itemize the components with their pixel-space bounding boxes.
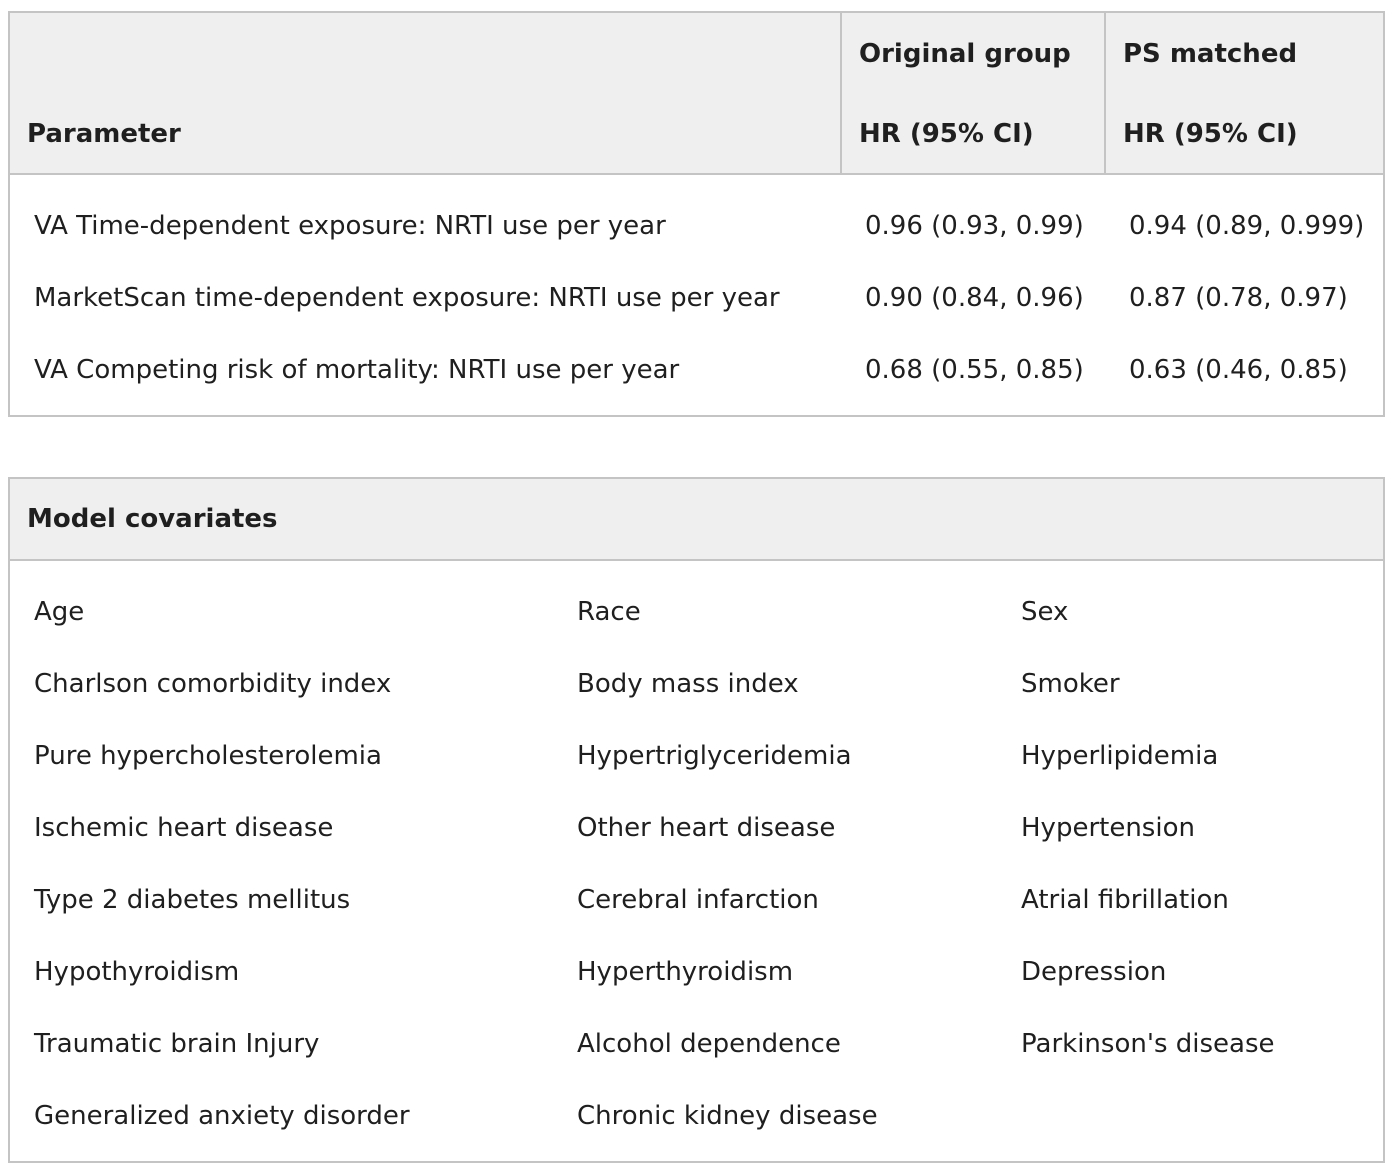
covariate-cell: Cerebral infarction: [577, 885, 819, 915]
table-row: Hypothyroidism Hyperthyroidism Depressio…: [10, 936, 1383, 1008]
table-row: Charlson comorbidity index Body mass ind…: [10, 648, 1383, 720]
covariate-cell: Parkinson's disease: [1021, 1029, 1275, 1059]
covariate-cell: Hyperlipidemia: [1021, 741, 1219, 771]
header-ps-matched: PS matched HR (95% CI): [1104, 13, 1383, 173]
table-row: Traumatic brain Injury Alcohol dependenc…: [10, 1008, 1383, 1080]
covariate-cell: Traumatic brain Injury: [34, 1029, 320, 1059]
covariate-cell: Charlson comorbidity index: [34, 669, 392, 699]
row-original-hr: 0.68 (0.55, 0.85): [865, 355, 1084, 385]
covariate-cell: Ischemic heart disease: [34, 813, 334, 843]
covariate-cell: Depression: [1021, 957, 1167, 987]
covariates-header-label: Model covariates: [27, 504, 278, 534]
covariate-cell: Body mass index: [577, 669, 799, 699]
hr-table-header: Parameter Original group HR (95% CI) PS …: [10, 13, 1383, 175]
row-ps-matched-hr: 0.94 (0.89, 0.999): [1129, 211, 1365, 241]
covariate-cell: Hypothyroidism: [34, 957, 240, 987]
header-parameter-label: Parameter: [27, 119, 181, 149]
covariate-cell: Pure hypercholesterolemia: [34, 741, 382, 771]
table-row: VA Time-dependent exposure: NRTI use per…: [10, 190, 1383, 262]
row-ps-matched-hr: 0.63 (0.46, 0.85): [1129, 355, 1348, 385]
covariate-cell: Hyperthyroidism: [577, 957, 794, 987]
table-row: Age Race Sex: [10, 576, 1383, 648]
covariate-cell: Atrial fibrillation: [1021, 885, 1229, 915]
covariate-cell: Sex: [1021, 597, 1069, 627]
row-parameter: VA Time-dependent exposure: NRTI use per…: [34, 211, 666, 241]
covariate-cell: Smoker: [1021, 669, 1120, 699]
covariate-cell: Race: [577, 597, 641, 627]
covariates-table-header: Model covariates: [10, 479, 1383, 561]
header-original-title: Original group: [859, 39, 1071, 69]
covariate-cell: Other heart disease: [577, 813, 836, 843]
model-covariates-table: Model covariates Age Race Sex Charlson c…: [8, 477, 1385, 1163]
row-parameter: MarketScan time-dependent exposure: NRTI…: [34, 283, 780, 313]
covariate-cell: Hypertension: [1021, 813, 1195, 843]
row-ps-matched-hr: 0.87 (0.78, 0.97): [1129, 283, 1348, 313]
covariate-cell: Chronic kidney disease: [577, 1101, 878, 1131]
table-row: VA Competing risk of mortality: NRTI use…: [10, 334, 1383, 406]
covariate-cell: Generalized anxiety disorder: [34, 1101, 410, 1131]
row-original-hr: 0.90 (0.84, 0.96): [865, 283, 1084, 313]
covariate-cell: Hypertriglyceridemia: [577, 741, 852, 771]
header-original-group: Original group HR (95% CI): [840, 13, 1104, 173]
row-original-hr: 0.96 (0.93, 0.99): [865, 211, 1084, 241]
table-row: Pure hypercholesterolemia Hypertriglycer…: [10, 720, 1383, 792]
header-ps-title: PS matched: [1123, 39, 1298, 69]
header-ps-subtitle: HR (95% CI): [1123, 119, 1298, 149]
covariate-cell: Alcohol dependence: [577, 1029, 841, 1059]
table-row: Type 2 diabetes mellitus Cerebral infarc…: [10, 864, 1383, 936]
header-original-subtitle: HR (95% CI): [859, 119, 1034, 149]
covariate-cell: Age: [34, 597, 85, 627]
row-parameter: VA Competing risk of mortality: NRTI use…: [34, 355, 680, 385]
table-row: Ischemic heart disease Other heart disea…: [10, 792, 1383, 864]
table-row: MarketScan time-dependent exposure: NRTI…: [10, 262, 1383, 334]
hazard-ratio-table: Parameter Original group HR (95% CI) PS …: [8, 11, 1385, 417]
header-parameter: Parameter: [10, 13, 840, 173]
covariate-cell: Type 2 diabetes mellitus: [34, 885, 351, 915]
table-row: Generalized anxiety disorder Chronic kid…: [10, 1080, 1383, 1152]
